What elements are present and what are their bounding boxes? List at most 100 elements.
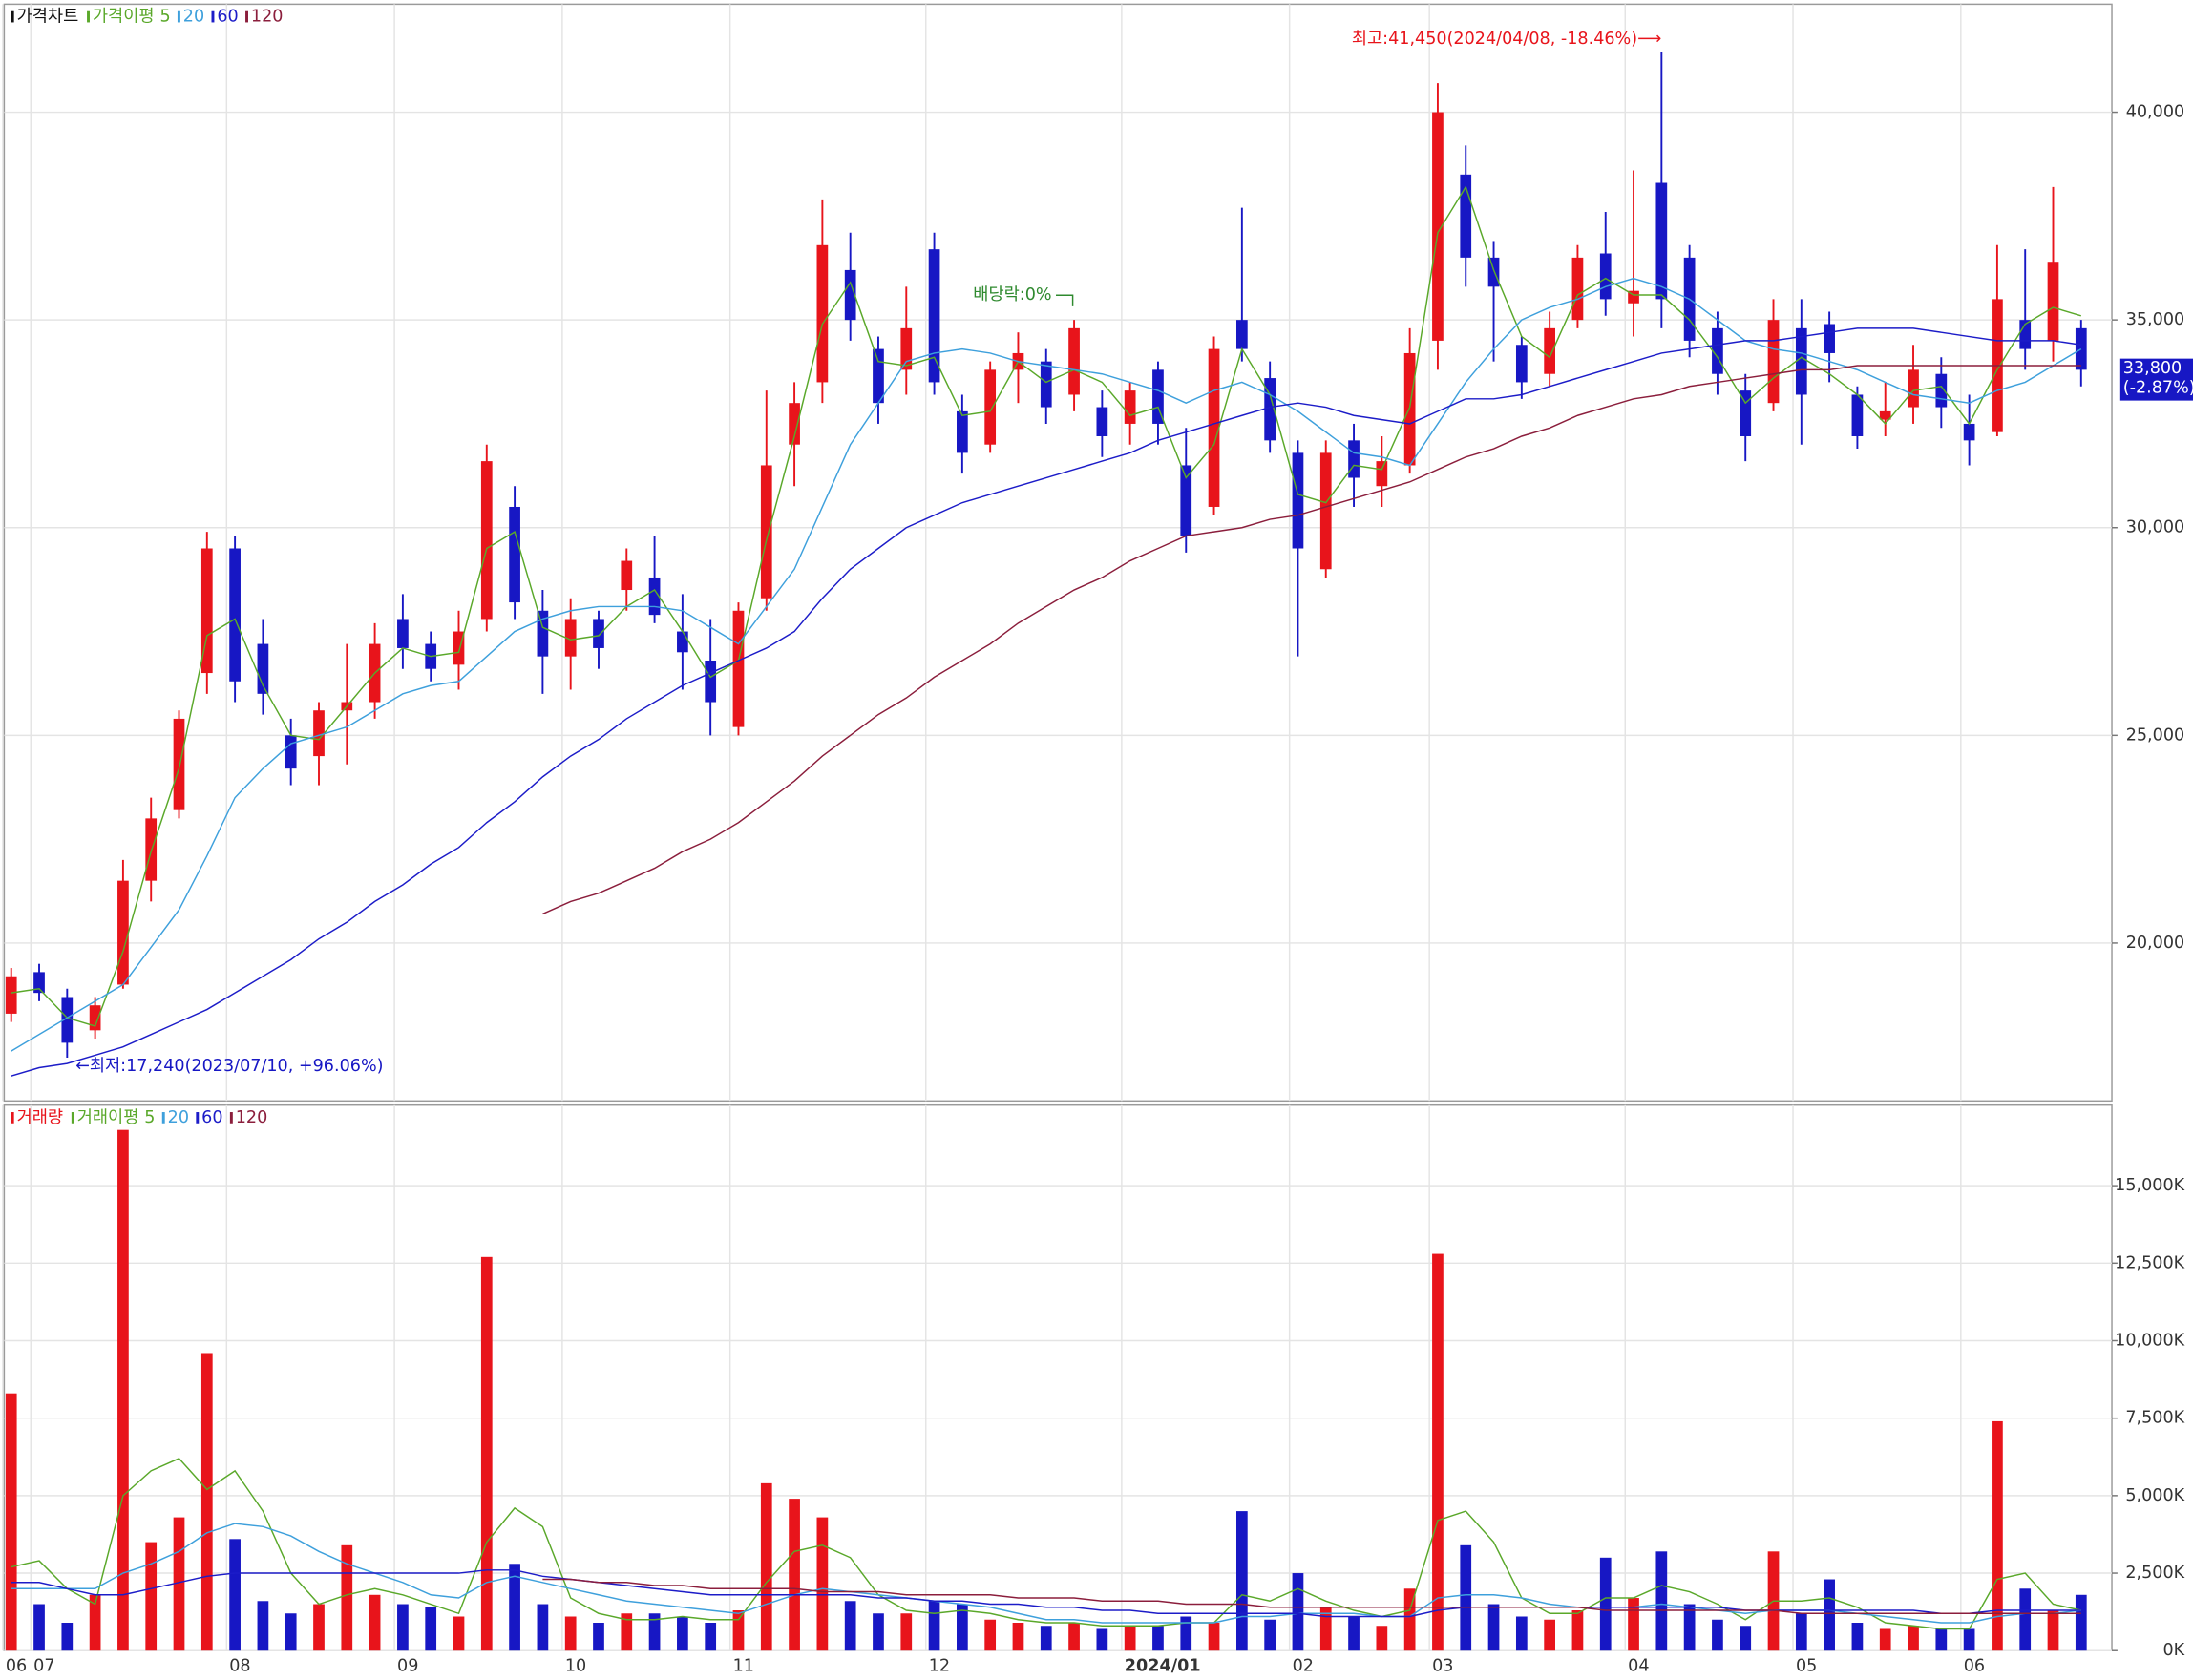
volume-bar	[1712, 1619, 1723, 1651]
candle-body	[984, 369, 997, 445]
x-tick-label: 03	[1432, 1656, 1453, 1675]
volume-bar	[705, 1622, 717, 1651]
volume-bar	[1628, 1598, 1639, 1651]
volume-bar	[1348, 1616, 1360, 1651]
legend-ma-label: 가격이평	[93, 8, 155, 27]
candle-body	[1908, 369, 1919, 408]
volume-bar	[648, 1613, 661, 1651]
x-tick-label: 12	[929, 1656, 950, 1675]
legend-swatch	[211, 10, 215, 23]
ma-line	[542, 365, 2081, 915]
x-tick-label: 07	[33, 1656, 54, 1675]
last-change-label: (-2.87%)	[2123, 378, 2193, 397]
volume-panel	[3, 1103, 2113, 1651]
legend-swatch	[177, 10, 180, 23]
legend-entry: 60	[201, 1108, 222, 1127]
candle-body	[621, 560, 633, 591]
candle-body	[1487, 257, 1500, 287]
candle-body	[1124, 390, 1136, 424]
candle-body	[900, 327, 913, 370]
y-tick-label: 40,000	[2126, 103, 2185, 122]
candle-body	[677, 631, 688, 653]
x-tick-label: 10	[565, 1656, 586, 1675]
candle-body	[1319, 452, 1332, 570]
volume-bar	[928, 1601, 940, 1651]
volume-bar	[1376, 1626, 1388, 1651]
legend-entry: 5	[144, 1108, 155, 1127]
candle-body	[1935, 373, 1948, 408]
y-tick-label: 0K	[2162, 1641, 2184, 1660]
legend-entry: 20	[168, 1108, 189, 1127]
volume-bar	[1180, 1616, 1192, 1651]
candle-body	[1655, 182, 1668, 300]
volume-bar	[1740, 1626, 1752, 1651]
candle-body	[200, 548, 213, 674]
volume-bar	[789, 1499, 800, 1651]
x-tick-label: 11	[733, 1656, 754, 1675]
volume-bar	[1599, 1557, 1612, 1651]
x-tick-label: 06	[6, 1656, 27, 1675]
volume-bar	[564, 1616, 577, 1651]
candle-body	[89, 1005, 101, 1031]
volume-bar	[369, 1594, 381, 1651]
legend-title: 가격차트	[17, 8, 79, 27]
volume-bar	[117, 1129, 129, 1651]
candle-body	[1599, 253, 1612, 300]
volume-bar	[509, 1564, 520, 1651]
candle-body	[1879, 410, 1891, 420]
candle-body	[1403, 352, 1416, 466]
volume-bar	[89, 1594, 101, 1651]
volume-bar	[1515, 1616, 1528, 1651]
candle-body	[1040, 361, 1052, 408]
volume-bar	[1683, 1604, 1696, 1651]
volume-bar	[397, 1604, 409, 1651]
x-tick-label: 09	[397, 1656, 418, 1675]
ma-line	[11, 1522, 2081, 1624]
volume-bar	[1040, 1626, 1052, 1651]
volume-bar	[1432, 1253, 1444, 1651]
legend-title: 거래량	[17, 1108, 64, 1127]
legend-entry: 5	[159, 8, 170, 27]
volume-bar	[173, 1517, 185, 1651]
candle-body	[1235, 320, 1248, 349]
volume-bar	[1152, 1626, 1164, 1651]
candle-body	[648, 577, 661, 616]
candle-body	[1767, 320, 1780, 404]
volume-bar	[2019, 1588, 2032, 1651]
candle-body	[1096, 407, 1108, 436]
candle-body	[1544, 327, 1555, 374]
candle-body	[1460, 174, 1472, 258]
volume-bar	[900, 1613, 913, 1651]
annotation-arrow	[1056, 294, 1074, 306]
candle-body	[873, 348, 884, 404]
volume-bar	[313, 1604, 325, 1651]
candle-body	[705, 661, 717, 703]
candle-body	[1152, 369, 1164, 424]
y-tick-label: 20,000	[2126, 934, 2185, 953]
volume-bar	[816, 1517, 829, 1651]
volume-bar	[1208, 1622, 1220, 1651]
volume-bar	[873, 1613, 884, 1651]
y-tick-label: 10,000K	[2115, 1331, 2184, 1350]
candle-body	[257, 643, 269, 694]
last-price-label: 33,800	[2123, 359, 2182, 378]
legend-entry: 20	[183, 8, 204, 27]
volume-bar	[1235, 1511, 1248, 1651]
candle-body	[61, 997, 74, 1043]
annotation-low: ←최저:17,240(2023/07/10, +96.06%)	[75, 1057, 383, 1076]
candle-body	[453, 631, 465, 665]
volume-bar	[732, 1610, 745, 1651]
last-price-box	[2119, 358, 2193, 401]
candle-body	[1851, 394, 1864, 436]
labels: 20,000 25,000 30,000 35,000 40,000 0K 2,500K 5,…	[6, 8, 2193, 1675]
candle-body	[537, 610, 549, 657]
candle-body	[593, 619, 604, 648]
volume-bar	[1879, 1628, 1891, 1651]
volume-bar	[984, 1619, 997, 1651]
candle-body	[2047, 262, 2059, 341]
volume-bar	[480, 1256, 493, 1651]
marks	[5, 52, 2087, 1651]
candle-body	[397, 619, 409, 648]
volume-bar	[1068, 1622, 1080, 1651]
volume-bar	[1012, 1622, 1024, 1651]
